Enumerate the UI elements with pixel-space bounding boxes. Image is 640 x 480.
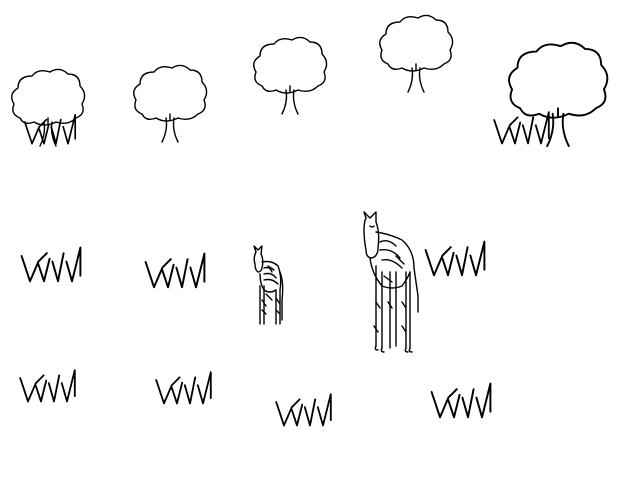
grass-tuft (493, 111, 550, 145)
horse[interactable] (363, 211, 419, 353)
tree (133, 64, 208, 143)
grass-tuft (275, 393, 332, 427)
grass-tuft (424, 240, 486, 277)
zebra[interactable] (253, 245, 284, 325)
tree (253, 36, 328, 115)
tree (11, 68, 86, 147)
grass-tuft (430, 382, 492, 419)
tree (379, 14, 454, 93)
grass-tuft (20, 246, 82, 283)
grass-tuft (19, 369, 76, 403)
grass-tuft (144, 252, 206, 289)
grass-tuft (155, 371, 212, 405)
